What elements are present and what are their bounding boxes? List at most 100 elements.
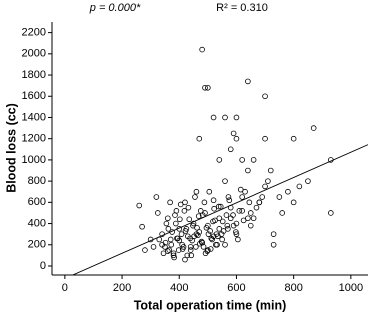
point	[210, 218, 216, 225]
point	[150, 244, 157, 250]
point	[205, 231, 212, 237]
point	[239, 157, 245, 163]
point	[236, 208, 243, 214]
point	[310, 125, 317, 131]
point	[186, 216, 193, 223]
point	[202, 84, 208, 91]
point	[224, 222, 231, 229]
point	[188, 252, 195, 259]
point	[165, 226, 172, 232]
point	[199, 46, 205, 53]
point	[279, 210, 286, 216]
y-tick-label: 1000	[22, 154, 46, 166]
y-tick-label: 1400	[22, 111, 46, 123]
point	[167, 236, 174, 243]
point	[206, 188, 213, 195]
point	[237, 186, 244, 193]
y-axis-title: Blood loss (cc)	[4, 103, 18, 193]
y-tick-label: 800	[28, 175, 46, 187]
x-tick-label: 0	[62, 282, 68, 294]
point	[247, 210, 254, 216]
point	[172, 212, 178, 218]
y-tick-label: 1200	[22, 133, 46, 145]
y-tick-label: 1600	[22, 90, 46, 102]
point	[230, 222, 237, 229]
point	[240, 217, 247, 224]
point	[262, 183, 268, 190]
point	[216, 226, 223, 232]
point	[230, 130, 237, 137]
point	[178, 231, 185, 237]
point	[176, 237, 183, 244]
point	[136, 202, 143, 209]
point	[153, 194, 160, 200]
point	[222, 178, 228, 184]
point	[216, 215, 223, 222]
point	[227, 146, 234, 153]
point	[246, 199, 253, 206]
point	[210, 233, 217, 240]
point	[155, 210, 161, 216]
point	[177, 201, 184, 208]
x-tick-label: 800	[284, 282, 302, 294]
point	[235, 236, 241, 243]
regression-line	[71, 144, 368, 275]
point	[290, 199, 297, 206]
point	[262, 93, 268, 100]
point	[245, 167, 251, 174]
point	[222, 114, 228, 121]
r2-annotation: R² = 0.310	[216, 2, 268, 14]
point	[207, 228, 213, 234]
point	[194, 224, 200, 231]
point	[170, 252, 177, 259]
point	[192, 194, 198, 200]
x-tick-label: 200	[113, 282, 131, 294]
point	[160, 250, 167, 257]
point	[168, 241, 175, 248]
point	[259, 194, 265, 200]
point	[162, 239, 169, 246]
point	[210, 197, 217, 204]
y-tick-label: 400	[28, 217, 46, 229]
point	[193, 231, 200, 237]
point	[227, 215, 234, 222]
point	[193, 188, 200, 195]
point	[239, 194, 245, 200]
point	[139, 223, 145, 230]
point	[233, 231, 240, 237]
point	[218, 231, 225, 237]
point	[276, 194, 283, 200]
point	[247, 222, 254, 229]
point	[214, 241, 220, 248]
point	[226, 197, 233, 204]
point	[166, 247, 173, 253]
point	[233, 135, 240, 142]
point	[239, 208, 245, 214]
point	[179, 246, 186, 252]
point	[296, 183, 303, 190]
point	[185, 204, 192, 211]
point	[187, 244, 194, 250]
point	[250, 157, 257, 163]
point	[245, 215, 251, 222]
y-tick-label: 1800	[22, 69, 46, 81]
point	[222, 241, 228, 248]
point	[199, 239, 205, 246]
y-tick-label: 600	[28, 196, 46, 208]
point	[175, 247, 182, 253]
p-annotation: p = 0.000*	[89, 2, 141, 14]
point	[256, 199, 263, 206]
y-tick-label: 2000	[22, 48, 46, 60]
point	[181, 208, 188, 214]
point	[142, 247, 148, 253]
point	[250, 215, 257, 222]
y-tick-label: 200	[28, 239, 46, 251]
point	[196, 135, 203, 142]
point	[223, 212, 230, 218]
point	[305, 178, 311, 184]
point	[195, 232, 201, 239]
point	[209, 236, 215, 243]
point	[165, 215, 171, 222]
point	[182, 256, 188, 263]
